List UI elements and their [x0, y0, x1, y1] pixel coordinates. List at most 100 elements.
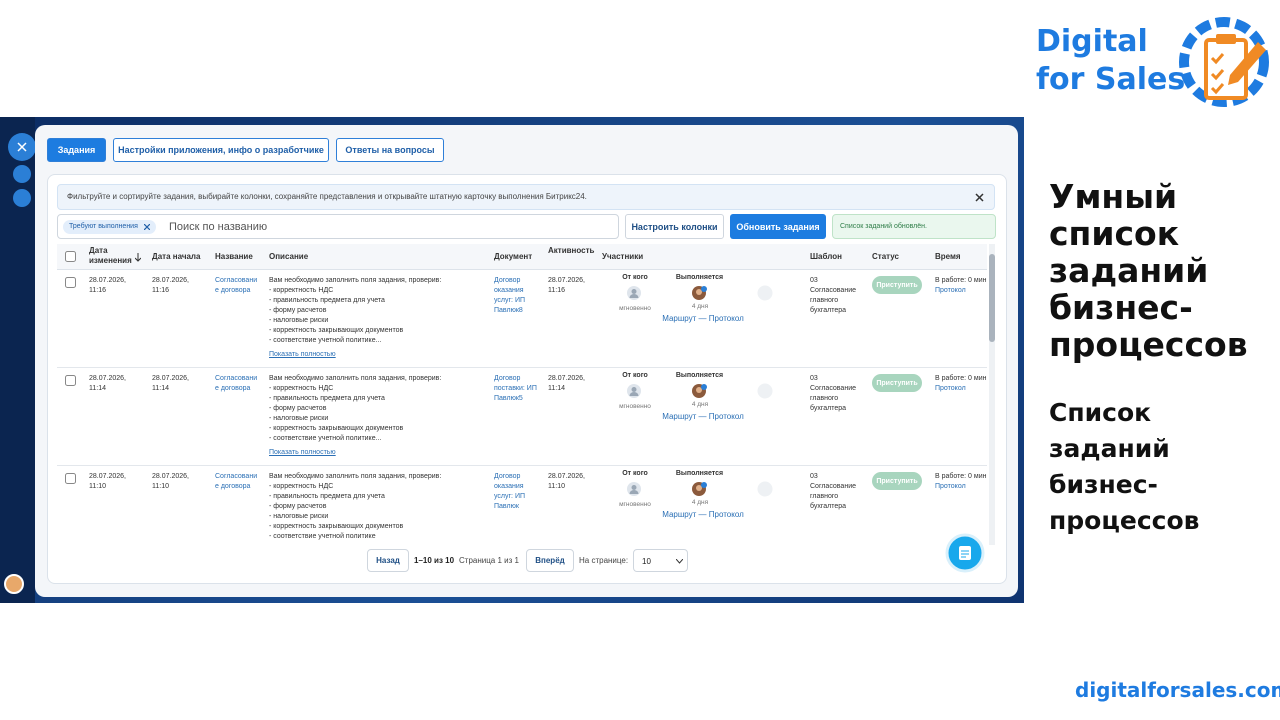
page-info: Страница 1 из 1 — [459, 556, 519, 565]
description-line: Вам необходимо заполнить поля задания, п… — [269, 375, 442, 382]
column-header[interactable]: Документ — [494, 252, 533, 261]
action-button[interactable]: Приступить — [872, 472, 922, 490]
time-protocol[interactable]: Протокол — [935, 287, 966, 294]
column-header[interactable]: Шаблон — [810, 252, 842, 261]
document[interactable]: Договор поставки: ИП Павлюк5 — [494, 375, 537, 402]
time-protocol[interactable]: Протокол — [935, 385, 966, 392]
document[interactable]: Договор оказания услуг: ИП Павлюк8 — [494, 277, 526, 314]
activity: 28.07.2026, 11:10 — [548, 473, 585, 490]
observer-placeholder — [757, 481, 773, 497]
brand-line2: for Sales — [1036, 62, 1186, 97]
document[interactable]: Договор оказания услуг: ИП Павлюк — [494, 473, 526, 510]
executing-label: Выполняется — [675, 274, 724, 281]
description-line: - правильность предмета для учета — [269, 297, 385, 304]
tab[interactable]: Ответы на вопросы — [336, 138, 444, 162]
hint-text: Фильтруйте и сортируйте задания, выбирай… — [67, 192, 587, 201]
description-line: - налоговые риски — [269, 513, 329, 520]
sidebar-icons — [4, 133, 36, 594]
chip-remove[interactable] — [143, 224, 150, 230]
from-avatar — [627, 384, 641, 398]
columns-button[interactable]: Настроить колонки — [625, 214, 724, 239]
site-url[interactable]: digitalforsales.com — [1075, 678, 1280, 702]
template: 03 Согласование главного бухгалтера — [810, 473, 856, 510]
time-text: В работе: 0 мин — [935, 277, 987, 284]
search-box[interactable]: Требуют выполнения Поиск по названию — [57, 214, 619, 239]
next-button[interactable]: Вперёд — [526, 549, 574, 572]
description-line: - соответствие учетной политике... — [269, 435, 382, 442]
description-line: - форму расчетов — [269, 307, 327, 314]
from-time: мгновенно — [619, 501, 651, 508]
description-line: Вам необходимо заполнить поля задания, п… — [269, 473, 442, 480]
duration: 4 дня — [691, 499, 709, 506]
task-name[interactable]: Согласование договора — [215, 473, 258, 490]
start-date: 28.07.2026, 11:14 — [152, 375, 189, 392]
show-more[interactable]: Показать полностью — [269, 351, 336, 358]
time-text: В работе: 0 мин — [935, 375, 987, 382]
column-header[interactable]: Дата изменения — [89, 246, 132, 265]
prev-button[interactable]: Назад — [367, 549, 409, 572]
scrollbar[interactable] — [989, 244, 995, 545]
task-name[interactable]: Согласование договора — [215, 375, 258, 392]
description-line: - налоговые риски — [269, 317, 329, 324]
table-row: 28.07.2026, 11:16 28.07.2026, 11:16 Соглас… — [57, 270, 987, 368]
row-checkbox[interactable] — [65, 375, 76, 386]
column-header[interactable]: Активность — [548, 246, 595, 255]
page-range: 1–10 из 10 — [414, 556, 455, 565]
table-row: 28.07.2026, 11:14 28.07.2026, 11:14 Соглас… — [57, 368, 987, 466]
activity: 28.07.2026, 11:16 — [548, 277, 585, 294]
search-placeholder: Поиск по названию — [169, 221, 268, 233]
filter-chip[interactable]: Требуют выполнения — [63, 220, 156, 234]
column-header[interactable]: Статус — [872, 252, 899, 261]
executor-avatar — [692, 384, 707, 398]
route-link[interactable]: Маршрут — Протокол — [662, 510, 744, 519]
start-date: 28.07.2026, 11:16 — [152, 277, 189, 294]
tab[interactable]: Настройки приложения, инфо о разработчик… — [113, 138, 329, 162]
action-button[interactable]: Приступить — [872, 276, 922, 294]
headline: Умный список заданий бизнес-процессов — [1049, 177, 1248, 364]
tab[interactable]: Задания — [47, 138, 106, 162]
column-header[interactable]: Описание — [269, 252, 309, 261]
show-more[interactable]: Показать полностью — [269, 449, 336, 456]
description-line: - правильность предмета для учета — [269, 493, 385, 500]
row-checkbox[interactable] — [65, 277, 76, 288]
description-line: - налоговые риски — [269, 415, 329, 422]
column-header[interactable]: Дата начала — [152, 252, 201, 261]
app-panel: Фильтруйте и сортируйте задания, выбирай… — [35, 125, 1018, 597]
column-header[interactable]: Время — [935, 252, 961, 261]
from-label: От кого — [622, 372, 648, 379]
row-checkbox[interactable] — [65, 473, 76, 484]
select-all[interactable] — [65, 251, 76, 262]
filter-chip-text: Требуют выполнения — [69, 223, 138, 230]
changed-date: 28.07.2026, 11:14 — [89, 375, 126, 392]
column-header[interactable]: Участники — [602, 252, 644, 261]
hint-bar: Фильтруйте и сортируйте задания, выбирай… — [57, 184, 995, 210]
template: 03 Согласование главного бухгалтера — [810, 375, 856, 412]
executing-label: Выполняется — [675, 372, 724, 379]
work-time: В работе: 0 мин Протокол — [935, 276, 987, 296]
brand-line1: Digital — [1036, 24, 1148, 59]
status-message: Список заданий обновлён. — [832, 214, 996, 239]
column-header[interactable]: Название — [215, 252, 253, 261]
activity: 28.07.2026, 11:14 — [548, 375, 585, 392]
route-link[interactable]: Маршрут — Протокол — [662, 412, 744, 421]
chat-button[interactable] — [945, 533, 985, 573]
sort-arrow — [135, 253, 141, 262]
per-page-select[interactable]: 10 — [633, 549, 688, 572]
from-avatar — [627, 286, 641, 300]
description-line: - соответствие учетной политике — [269, 533, 376, 540]
refresh-button[interactable]: Обновить задания — [730, 214, 826, 239]
from-avatar — [627, 482, 641, 496]
description-line: Вам необходимо заполнить поля задания, п… — [269, 277, 442, 284]
time-protocol[interactable]: Протокол — [935, 483, 966, 490]
select-caret[interactable] — [676, 559, 683, 564]
route-link[interactable]: Маршрут — Протокол — [662, 314, 744, 323]
from-time: мгновенно — [619, 305, 651, 312]
from-time: мгновенно — [619, 403, 651, 410]
changed-date: 28.07.2026, 11:10 — [89, 473, 126, 490]
action-button[interactable]: Приступить — [872, 374, 922, 392]
executor-avatar — [692, 286, 707, 300]
task-name[interactable]: Согласование договора — [215, 277, 258, 294]
close-hint[interactable] — [975, 193, 984, 202]
description-line: - корректность закрывающих документов — [269, 425, 404, 432]
changed-date: 28.07.2026, 11:16 — [89, 277, 126, 294]
